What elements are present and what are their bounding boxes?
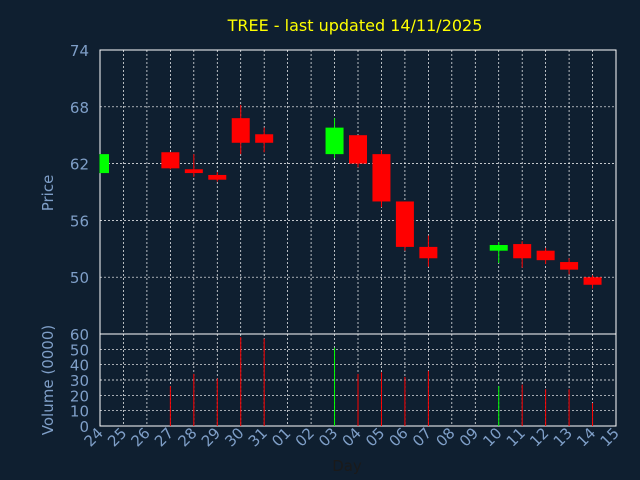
price-tick-label: 62 <box>70 156 89 174</box>
volume-tick-label: 30 <box>70 372 89 390</box>
volume-tick-label: 50 <box>70 341 89 359</box>
candle-body <box>395 201 414 247</box>
price-tick-labels: 50 56 62 68 74 <box>70 42 89 287</box>
candle-body <box>161 152 180 169</box>
day-tick-labels: 2425262728293031010203040506070809101112… <box>81 424 623 450</box>
candle-body <box>583 277 602 285</box>
price-candles <box>99 104 602 289</box>
price-tick-label: 56 <box>70 212 89 230</box>
candle-body <box>419 246 438 259</box>
volume-axis-label: Volume (0000) <box>39 325 57 435</box>
candle-body <box>325 127 344 155</box>
candle-body <box>100 154 109 174</box>
day-axis-label: Day <box>332 457 362 475</box>
price-axis-label: Price <box>39 175 57 212</box>
candle-body <box>513 244 532 259</box>
candle-body <box>231 118 250 143</box>
candle-body <box>372 154 391 202</box>
chart-title: TREE - last updated 14/11/2025 <box>227 16 483 35</box>
candle-body <box>349 135 367 164</box>
candle-body <box>208 174 227 180</box>
price-tick-label: 68 <box>70 99 89 117</box>
candle-body <box>255 134 274 143</box>
candle-body <box>560 262 579 270</box>
volume-tick-label: 40 <box>70 357 89 375</box>
candle-body <box>489 245 508 251</box>
candle-body <box>184 169 203 174</box>
volume-tick-label: 0 <box>79 418 89 436</box>
volume-tick-label: 60 <box>70 326 89 344</box>
price-tick-label: 50 <box>70 269 89 287</box>
price-panel: 50 56 62 68 74 Price <box>39 42 617 335</box>
volume-tick-label: 10 <box>70 403 89 421</box>
price-gridlines <box>100 50 616 334</box>
volume-tick-label: 20 <box>70 387 89 405</box>
price-tick-label: 74 <box>70 42 89 60</box>
candle-body <box>536 250 555 261</box>
volume-bars <box>169 337 594 426</box>
